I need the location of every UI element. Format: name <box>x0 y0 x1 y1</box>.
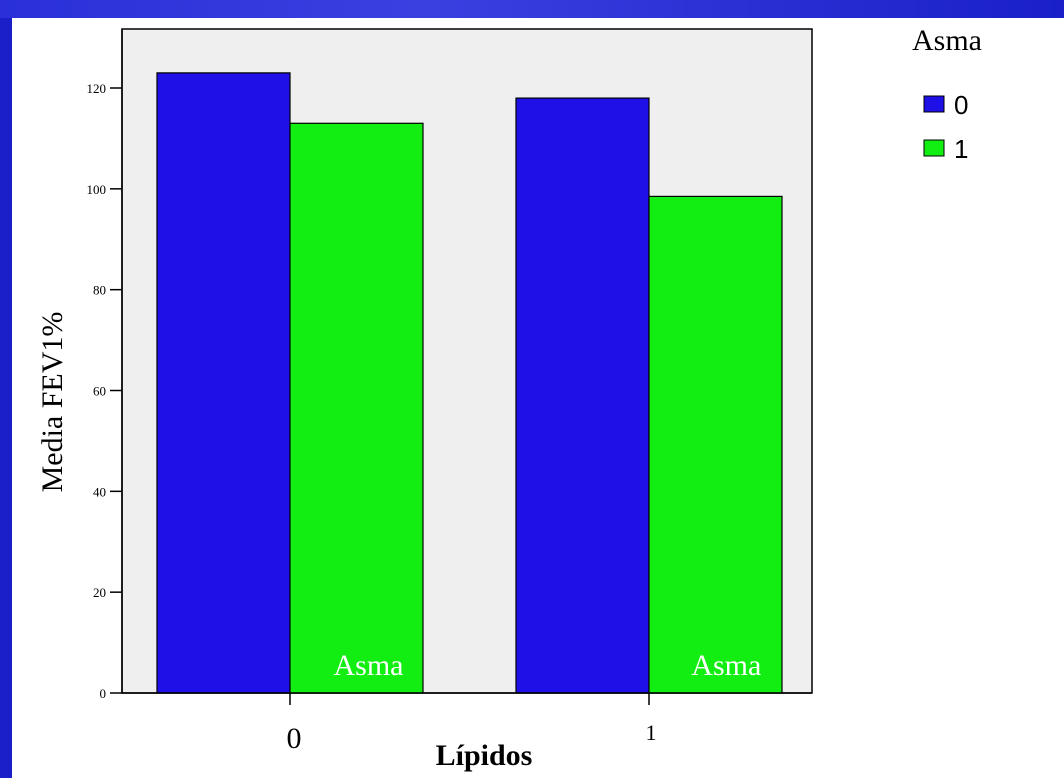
bar-0-series-1 <box>289 122 424 694</box>
bar-1-series-1 <box>648 195 783 694</box>
y-tick-label: 40 <box>93 484 106 499</box>
legend-title: Asma <box>912 24 982 57</box>
x-axis-label: Lípidos <box>436 739 533 772</box>
y-tick-label: 120 <box>87 81 107 96</box>
bar-annotation: Asma <box>334 649 404 682</box>
y-tick-label: 20 <box>93 585 106 600</box>
y-tick-label: 100 <box>87 182 107 197</box>
legend-label-0: 0 <box>954 90 968 120</box>
legend-swatch-1 <box>923 139 945 157</box>
y-axis-label: Media FEV1% <box>36 312 69 493</box>
legend: Asma 0 1 <box>912 24 982 164</box>
x-tick-label: 1 <box>646 720 657 745</box>
bar-0-series-0 <box>156 72 291 694</box>
legend-label-1: 1 <box>954 134 968 164</box>
x-tick-label: 0 <box>287 722 302 755</box>
y-tick-label: 60 <box>93 384 106 399</box>
legend-swatch-0 <box>923 95 945 113</box>
bar-1-series-0 <box>515 97 650 694</box>
bar-annotation: Asma <box>691 649 761 682</box>
slide-top-band <box>0 0 1064 18</box>
y-tick-label: 80 <box>93 283 106 298</box>
y-tick-label: 0 <box>100 686 107 701</box>
